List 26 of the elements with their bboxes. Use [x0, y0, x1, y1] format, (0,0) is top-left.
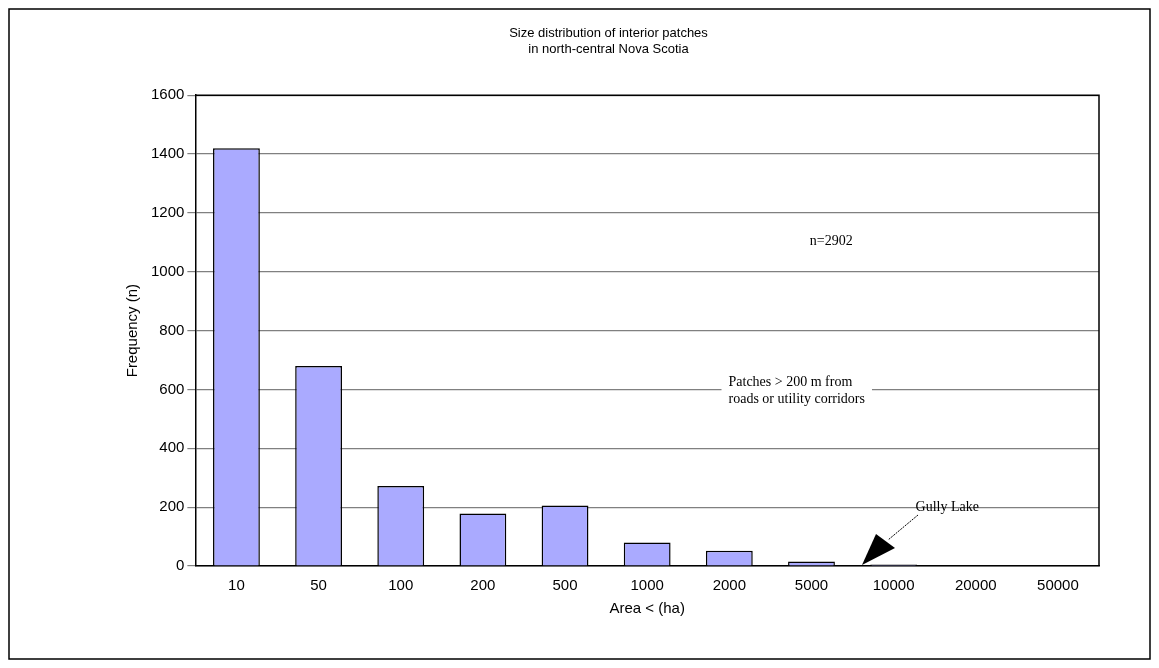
annotation: Patches > 200 m from roads or utility corridors — [728, 374, 865, 407]
y-tick-label: 200 — [159, 497, 185, 515]
annotation: Gully Lake — [915, 498, 979, 514]
x-tick-label: 50 — [310, 576, 327, 594]
y-tick-label: 1200 — [150, 203, 185, 221]
y-tick-label: 400 — [159, 438, 185, 456]
x-tick-label: 10000 — [872, 576, 915, 594]
y-tick-label: 1000 — [150, 261, 185, 279]
x-tick-label: 50000 — [1037, 576, 1079, 594]
chart-title: Size distribution of interior patches in north-central Nova Scotia — [509, 25, 709, 56]
x-tick-label: 10 — [228, 576, 245, 594]
x-tick-label: 1000 — [630, 576, 664, 594]
y-tick-label: 600 — [159, 379, 185, 397]
x-tick-label: 2000 — [712, 576, 747, 594]
y-tick-label: 1600 — [150, 85, 185, 103]
x-tick-label: 100 — [388, 576, 414, 594]
y-tick-label: 1400 — [150, 144, 185, 162]
annotation: n=2902 — [809, 232, 853, 248]
x-tick-label: 20000 — [954, 576, 997, 594]
x-tick-label: 200 — [470, 576, 496, 594]
x-tick-label: 5000 — [794, 576, 829, 594]
x-axis-title: Area < (ha) — [609, 599, 685, 617]
y-axis-title: Frequency (n) — [123, 283, 141, 378]
y-tick-label: 0 — [176, 556, 185, 574]
y-tick-label: 800 — [159, 320, 185, 338]
x-tick-label: 500 — [552, 576, 578, 594]
